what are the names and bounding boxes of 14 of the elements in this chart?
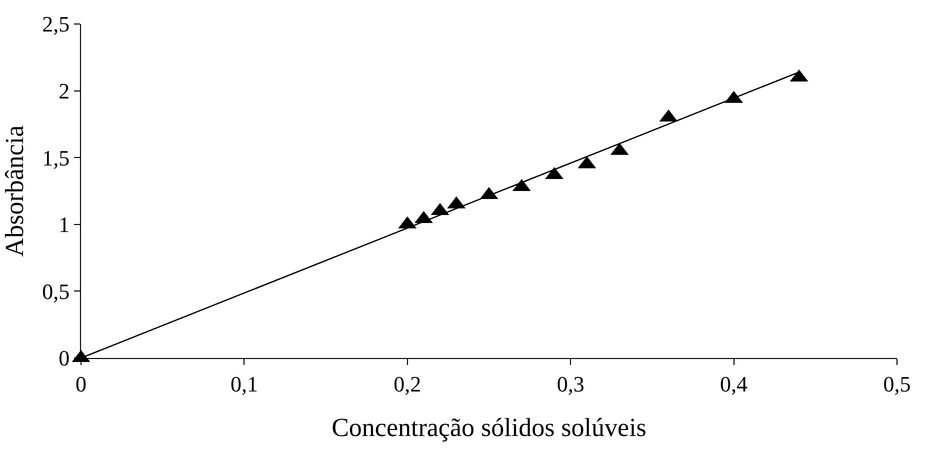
y-tick-label: 1,5 [42, 145, 70, 170]
x-tick-label: 0,4 [720, 371, 748, 396]
y-tick-label: 1 [58, 212, 70, 238]
y-tick-label: 0 [58, 346, 70, 371]
x-axis-title: Concentração sólidos solúveis [332, 413, 646, 442]
x-tick-label: 0,5 [883, 371, 911, 396]
x-tick-label: 0 [76, 371, 86, 396]
y-tick-label: 2 [58, 78, 70, 104]
y-axis-title: Absorbância [0, 124, 29, 257]
y-tick-label: 0,5 [42, 278, 70, 304]
y-tick-label: 2,5 [42, 12, 70, 37]
x-tick-label: 0,2 [394, 371, 422, 396]
x-tick-label: 0,3 [556, 371, 584, 396]
x-tick-label: 0,1 [230, 371, 258, 396]
